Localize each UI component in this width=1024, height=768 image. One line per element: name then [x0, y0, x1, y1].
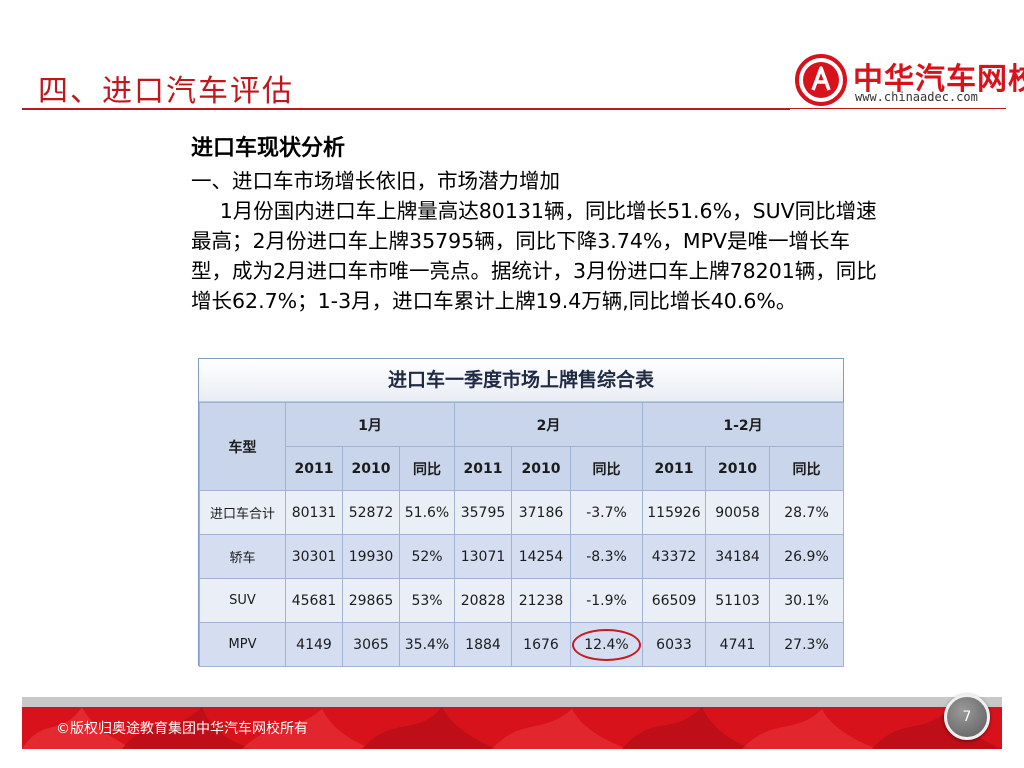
- group-header: 2月: [454, 402, 643, 447]
- group-header: 1-2月: [641, 402, 845, 447]
- analysis-paragraph: 1月份国内进口车上牌量高达80131辆，同比增长51.6%，SUV同比增速最高；…: [191, 199, 877, 313]
- table-row: SUV 45681 29865 53% 20828 21238 -1.9% 66…: [199, 578, 845, 623]
- footer-grey-strip: [22, 697, 1002, 707]
- table-cell: 52%: [399, 534, 455, 579]
- logo-name: 中华汽车网校: [853, 62, 1024, 97]
- table-cell: 21238: [511, 578, 571, 623]
- section-heading: 进口车现状分析: [191, 136, 346, 161]
- header-divider-right: [790, 108, 1006, 109]
- table-cell: -1.9%: [570, 578, 643, 623]
- table-cell: 13071: [454, 534, 512, 579]
- footer-flame-decoration: [22, 707, 1002, 749]
- table-cell: 4149: [285, 622, 343, 667]
- table-cell: 27.3%: [768, 622, 845, 667]
- column-header: 2010: [342, 446, 400, 491]
- column-header: 2011: [642, 446, 706, 491]
- highlight-circle: 12.4%: [572, 628, 641, 661]
- table-row: 进口车合计 80131 52872 51.6% 35795 37186 -3.7…: [199, 490, 845, 535]
- table-row: 轿车 30301 19930 52% 13071 14254 -8.3% 433…: [199, 534, 845, 579]
- row-label: SUV: [199, 578, 286, 623]
- table-cell: 6033: [642, 622, 706, 667]
- table-cell: 43372: [642, 534, 706, 579]
- slide-title: 四、进口汽车评估: [38, 74, 294, 109]
- section-subheading: 一、进口车市场增长依旧，市场潜力增加: [191, 169, 560, 193]
- type-header: 车型: [199, 402, 286, 491]
- footer-copyright: ©版权归奥途教育集团中华汽车网校所有: [56, 721, 308, 737]
- row-label: 轿车: [199, 534, 286, 579]
- table-cell: 4741: [705, 622, 770, 667]
- table-cell: 115926: [642, 490, 706, 535]
- column-header: 同比: [399, 446, 455, 491]
- table-cell: 1676: [511, 622, 571, 667]
- column-header: 2011: [285, 446, 343, 491]
- table-cell: 66509: [642, 578, 706, 623]
- table-cell: -3.7%: [570, 490, 643, 535]
- highlighted-cell: 12.4%: [570, 622, 643, 667]
- table-cell: 30.1%: [768, 578, 845, 623]
- table-cell: -8.3%: [570, 534, 643, 579]
- page-number-badge: 7: [944, 694, 990, 740]
- table-cell: 26.9%: [768, 534, 845, 579]
- table-cell: 1884: [454, 622, 512, 667]
- table-cell: 14254: [511, 534, 571, 579]
- row-label: 进口车合计: [199, 490, 286, 535]
- table-caption: 进口车一季度市场上牌售综合表: [199, 359, 843, 402]
- sales-table-container: 进口车一季度市场上牌售综合表 车型 1月 2月 1-2月 2011 2010 同…: [198, 358, 845, 667]
- table-cell: 28.7%: [768, 490, 845, 535]
- table-cell: 51103: [705, 578, 770, 623]
- table-cell: 29865: [342, 578, 400, 623]
- column-header: 同比: [570, 446, 643, 491]
- table-cell: 45681: [285, 578, 343, 623]
- table-cell: 53%: [399, 578, 455, 623]
- column-header: 同比: [768, 446, 845, 491]
- table-cell: 51.6%: [399, 490, 455, 535]
- table-cell: 80131: [285, 490, 343, 535]
- logo-emblem-icon: [795, 54, 847, 106]
- column-header: 2010: [511, 446, 571, 491]
- row-label: MPV: [199, 622, 286, 667]
- brand-logo: 中华汽车网校 www.chinaadec.com: [795, 52, 1024, 108]
- group-header: 1月: [285, 402, 455, 447]
- table-cell: 37186: [511, 490, 571, 535]
- column-header: 2010: [705, 446, 770, 491]
- logo-url: www.chinaadec.com: [855, 90, 978, 104]
- table-row: MPV 4149 3065 35.4% 1884 1676 12.4% 6033…: [199, 622, 845, 667]
- footer-band: [22, 707, 1002, 749]
- table-cell: 20828: [454, 578, 512, 623]
- table-cell: 30301: [285, 534, 343, 579]
- analysis-text: 进口车现状分析 一、进口车市场增长依旧，市场潜力增加 1月份国内进口车上牌量高达…: [191, 134, 881, 316]
- table-cell: 34184: [705, 534, 770, 579]
- table-cell: 52872: [342, 490, 400, 535]
- column-header: 2011: [454, 446, 512, 491]
- header-divider: [22, 108, 790, 110]
- table-cell: 35795: [454, 490, 512, 535]
- table-cell: 35.4%: [399, 622, 455, 667]
- table-cell: 90058: [705, 490, 770, 535]
- sales-table: 车型 1月 2月 1-2月 2011 2010 同比 2011 2010 同比 …: [199, 402, 845, 667]
- table-cell: 19930: [342, 534, 400, 579]
- table-cell: 3065: [342, 622, 400, 667]
